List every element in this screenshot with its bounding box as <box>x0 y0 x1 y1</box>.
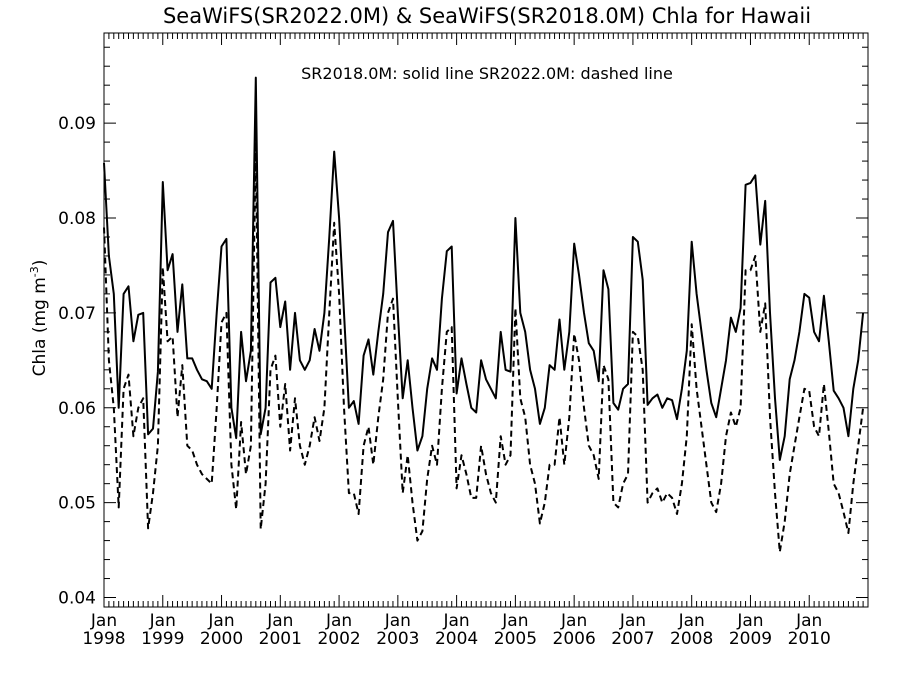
x-tick-label-year: 2001 <box>259 629 302 649</box>
y-tick-label: 0.06 <box>58 399 96 419</box>
x-tick-label-year: 1999 <box>141 629 184 649</box>
y-tick-label: 0.04 <box>58 589 96 609</box>
x-tick-label-month: Jan <box>619 611 646 631</box>
x-tick-label-month: Jan <box>149 611 176 631</box>
x-tick-label-month: Jan <box>384 611 411 631</box>
x-tick-label-month: Jan <box>736 611 763 631</box>
x-tick-label-month: Jan <box>443 611 470 631</box>
x-tick-label-month: Jan <box>90 611 117 631</box>
y-axis: 0.04 0.05 0.06 0.07 0.08 0.09 <box>58 46 868 609</box>
x-tick-label-month: Jan <box>678 611 705 631</box>
series-line-dashed <box>103 141 865 553</box>
series-line-solid <box>103 76 865 461</box>
x-tick-label-year: 1998 <box>82 629 125 649</box>
x-tick-label-year: 2007 <box>611 629 654 649</box>
x-tick-label-year: 2003 <box>376 629 419 649</box>
y-axis-label: Chla (mg m-3) <box>28 260 50 377</box>
x-tick-label-year: 2010 <box>788 629 831 649</box>
x-tick-label-month: Jan <box>795 611 822 631</box>
x-tick-label-year: 2008 <box>670 629 713 649</box>
y-tick-label: 0.09 <box>58 114 96 134</box>
y-tick-label: 0.08 <box>58 209 96 229</box>
x-tick-label-year: 2004 <box>435 629 478 649</box>
y-tick-label: 0.07 <box>58 304 96 324</box>
x-tick-label-month: Jan <box>207 611 234 631</box>
legend-annotation: SR2018.0M: solid line SR2022.0M: dashed … <box>301 64 673 83</box>
x-tick-label-month: Jan <box>560 611 587 631</box>
x-tick-label-year: 2006 <box>553 629 596 649</box>
y-axis-label-exponent: -3 <box>28 266 41 277</box>
x-tick-label-year: 2000 <box>200 629 243 649</box>
chart-title: SeaWiFS(SR2022.0M) & SeaWiFS(SR2018.0M) … <box>163 4 811 28</box>
x-tick-label-year: 2005 <box>494 629 537 649</box>
x-tick-label-month: Jan <box>501 611 528 631</box>
x-tick-label-year: 2002 <box>317 629 360 649</box>
x-axis: Jan1998Jan1999Jan2000Jan2001Jan2002Jan20… <box>82 33 864 649</box>
x-tick-label-year: 2009 <box>729 629 772 649</box>
x-tick-label-month: Jan <box>325 611 352 631</box>
plot-frame <box>103 32 869 608</box>
y-tick-label: 0.05 <box>58 494 96 514</box>
y-axis-label-main: Chla (mg m <box>30 277 50 376</box>
y-axis-label-close: ) <box>30 260 50 267</box>
x-tick-label-month: Jan <box>266 611 293 631</box>
plot-area <box>103 32 869 608</box>
